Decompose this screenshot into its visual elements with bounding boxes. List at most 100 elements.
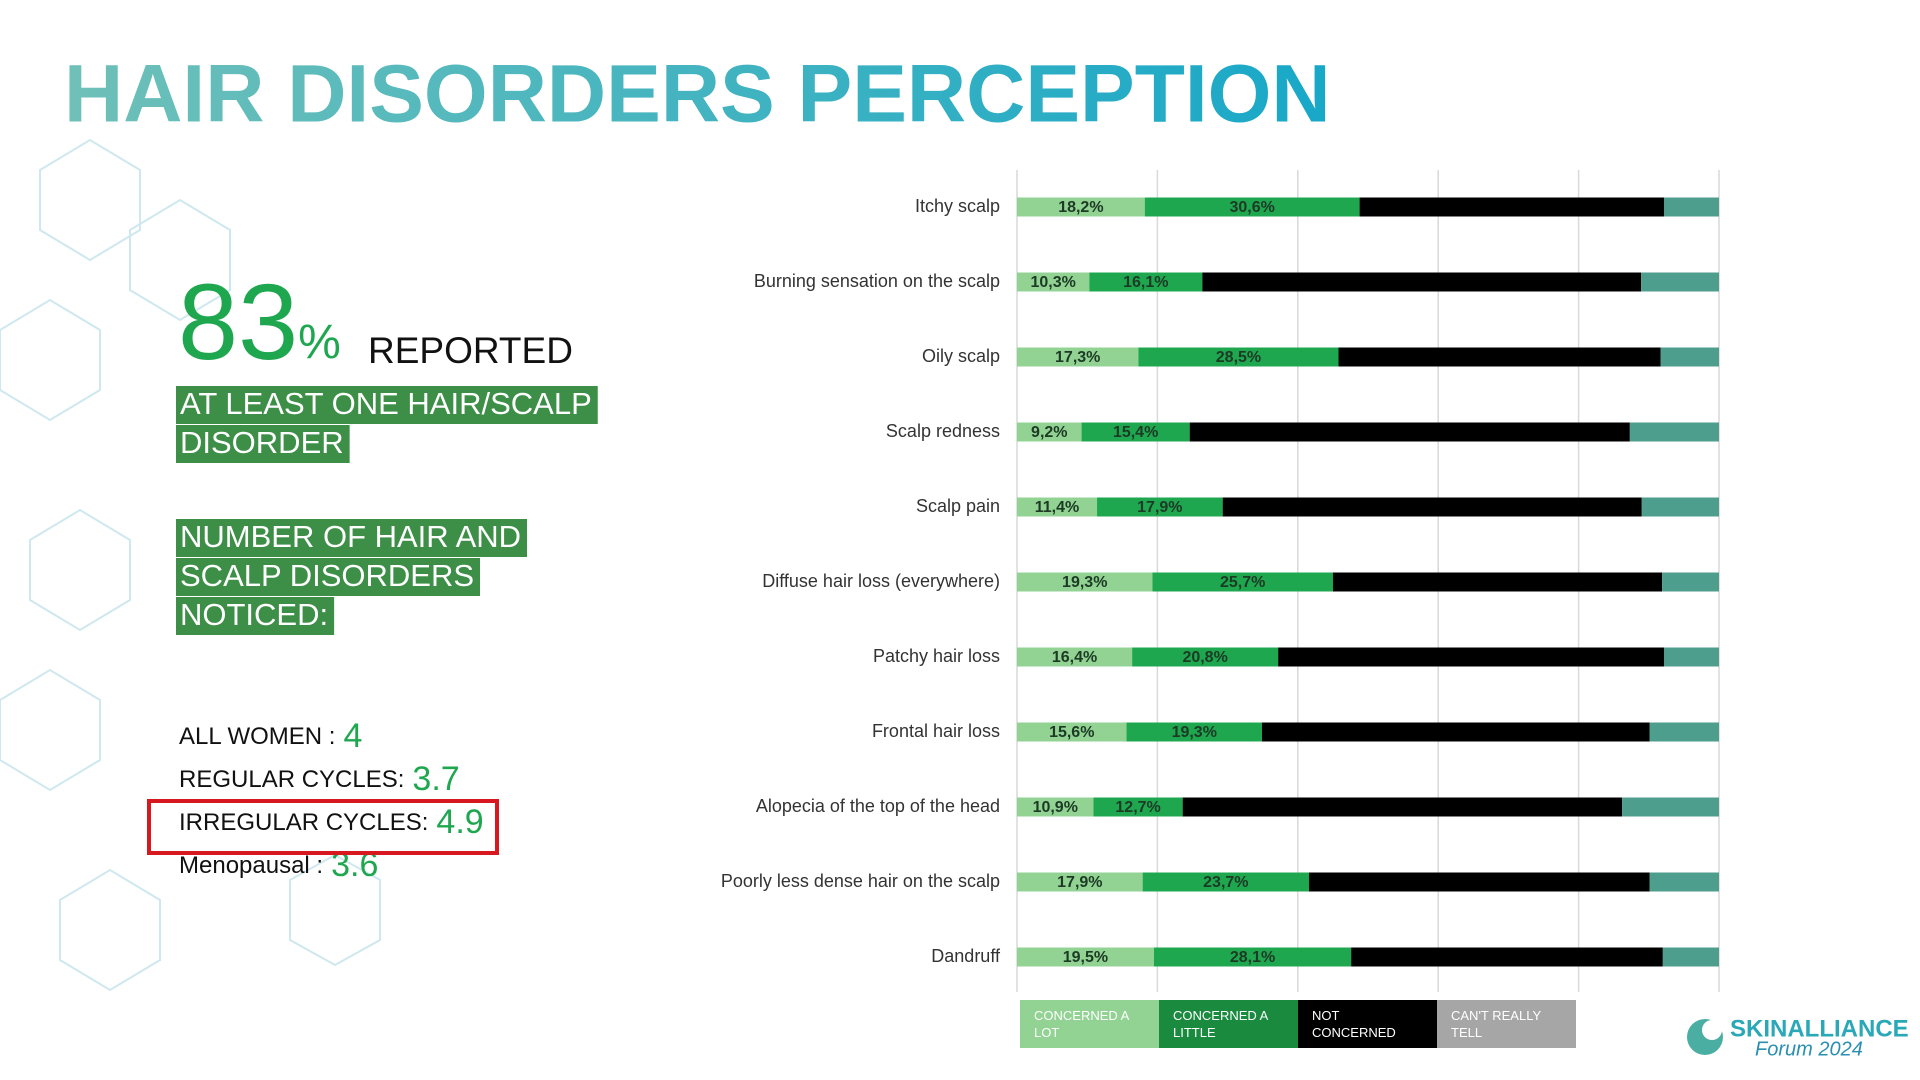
bar-segment — [1332, 572, 1663, 592]
highlight-text: DISORDER — [180, 425, 344, 460]
bar-segment — [1017, 647, 1133, 667]
category-label: Scalp redness — [886, 421, 1000, 441]
category-label: Dandruff — [931, 946, 1001, 966]
value-label: 19,3% — [1172, 724, 1217, 741]
bar-segment — [1202, 272, 1642, 292]
value-label: 28,1% — [1230, 949, 1275, 966]
stat-label: Menopausal : — [179, 852, 323, 879]
bar-segment — [1017, 197, 1145, 217]
percent-sign: % — [298, 316, 341, 369]
stat-row: IRREGULAR CYCLES: 4.9 — [179, 803, 484, 841]
bar-segment — [1641, 272, 1719, 292]
bar-segment — [1017, 872, 1143, 892]
highlight-bg — [176, 425, 350, 463]
category-label: Patchy hair loss — [873, 646, 1000, 666]
bar-segment — [1351, 947, 1663, 967]
stat-value: 4.9 — [436, 803, 483, 841]
bar-segment — [1097, 497, 1223, 517]
logo-name: SKINALLIANCE — [1730, 1015, 1909, 1042]
bar-segment — [1017, 272, 1090, 292]
stat-label: ALL WOMEN : — [179, 723, 335, 750]
stat-label: IRREGULAR CYCLES: — [179, 809, 428, 836]
stat-value: 4 — [343, 717, 362, 755]
bar-segment — [1017, 347, 1139, 367]
bar-segment — [1017, 722, 1127, 742]
value-label: 16,4% — [1052, 649, 1097, 666]
value-label: 15,4% — [1113, 424, 1158, 441]
stat-row: ALL WOMEN : 4 — [179, 717, 362, 755]
bar-segment — [1152, 572, 1333, 592]
bar-segment — [1660, 347, 1719, 367]
bar-segment — [1338, 347, 1661, 367]
category-label: Oily scalp — [922, 346, 1000, 366]
highlight-box — [147, 799, 499, 855]
value-label: 28,5% — [1216, 349, 1261, 366]
bar-segment — [1017, 572, 1153, 592]
bar-segment — [1222, 497, 1642, 517]
value-label: 11,4% — [1035, 499, 1079, 516]
bar-segment — [1641, 497, 1719, 517]
bar-segment — [1153, 947, 1352, 967]
bar-segment — [1359, 197, 1665, 217]
bar-segment — [1017, 497, 1098, 517]
bar-segment — [1662, 572, 1719, 592]
legend-item: CONCERNED A LOT — [1020, 1000, 1159, 1048]
reported-label: REPORTED — [368, 330, 573, 371]
highlight-text: SCALP DISORDERS — [180, 558, 474, 593]
big-number: 83% — [178, 261, 341, 382]
bar-segment — [1629, 422, 1719, 442]
bar-segment — [1089, 272, 1203, 292]
bar-segment — [1189, 422, 1630, 442]
bar-segment — [1142, 872, 1310, 892]
category-label: Burning sensation on the scalp — [754, 271, 1000, 291]
legend-label: CAN'T REALLY TELL — [1451, 1008, 1541, 1040]
bar-segment — [1309, 872, 1650, 892]
bar-segment — [1278, 647, 1665, 667]
bar-segment — [1017, 797, 1094, 817]
bar-segment — [1649, 722, 1719, 742]
category-label: Poorly less dense hair on the scalp — [721, 871, 1000, 891]
value-label: 18,2% — [1058, 199, 1103, 216]
category-label: Frontal hair loss — [872, 721, 1000, 741]
value-label: 16,1% — [1123, 274, 1168, 291]
legend-item: CAN'T REALLY TELL — [1437, 1000, 1576, 1048]
bar-segment — [1126, 722, 1262, 742]
stat-label: REGULAR CYCLES: — [179, 766, 404, 793]
logo-subtitle: Forum 2024 — [1755, 1038, 1863, 1060]
legend-item: NOT CONCERNED — [1298, 1000, 1437, 1048]
bar-segment — [1138, 347, 1339, 367]
category-label: Diffuse hair loss (everywhere) — [762, 571, 1000, 591]
value-label: 10,9% — [1033, 799, 1078, 816]
legend-label: CONCERNED A LOT — [1034, 1008, 1129, 1040]
bar-segment — [1144, 197, 1360, 217]
value-label: 19,5% — [1063, 949, 1108, 966]
highlight-text: NOTICED: — [180, 597, 328, 632]
value-label: 9,2% — [1031, 424, 1067, 441]
bar-segment — [1132, 647, 1279, 667]
highlight-bg — [176, 597, 335, 635]
legend: CONCERNED A LOT CONCERNED A LITTLE NOT CON… — [1020, 1000, 1576, 1048]
value-label: 30,6% — [1229, 199, 1274, 216]
bar-segment — [1017, 947, 1154, 967]
value-label: 20,8% — [1182, 649, 1227, 666]
big-number-value: 83 — [178, 261, 298, 382]
logo-icon-cut — [1702, 1020, 1722, 1040]
stat-row: REGULAR CYCLES: 3.7 — [179, 760, 460, 798]
highlight-bg — [176, 558, 481, 596]
value-label: 12,7% — [1115, 799, 1160, 816]
value-label: 23,7% — [1203, 874, 1248, 891]
bar-segment — [1081, 422, 1190, 442]
slide-title: HAIR DISORDERS PERCEPTION — [64, 49, 1331, 140]
highlight-bg — [176, 386, 598, 424]
legend-label: CONCERNED A LITTLE — [1173, 1008, 1268, 1040]
value-label: 25,7% — [1220, 574, 1265, 591]
value-label: 17,9% — [1137, 499, 1182, 516]
highlight-text: NUMBER OF HAIR AND — [180, 519, 521, 554]
value-label: 15,6% — [1049, 724, 1094, 741]
category-label: Alopecia of the top of the head — [756, 796, 1000, 816]
bar-segment — [1182, 797, 1623, 817]
logo: SKINALLIANCE Forum 2024 — [1687, 1015, 1909, 1060]
value-label: 17,3% — [1055, 349, 1100, 366]
legend-label: NOT CONCERNED — [1312, 1008, 1396, 1040]
